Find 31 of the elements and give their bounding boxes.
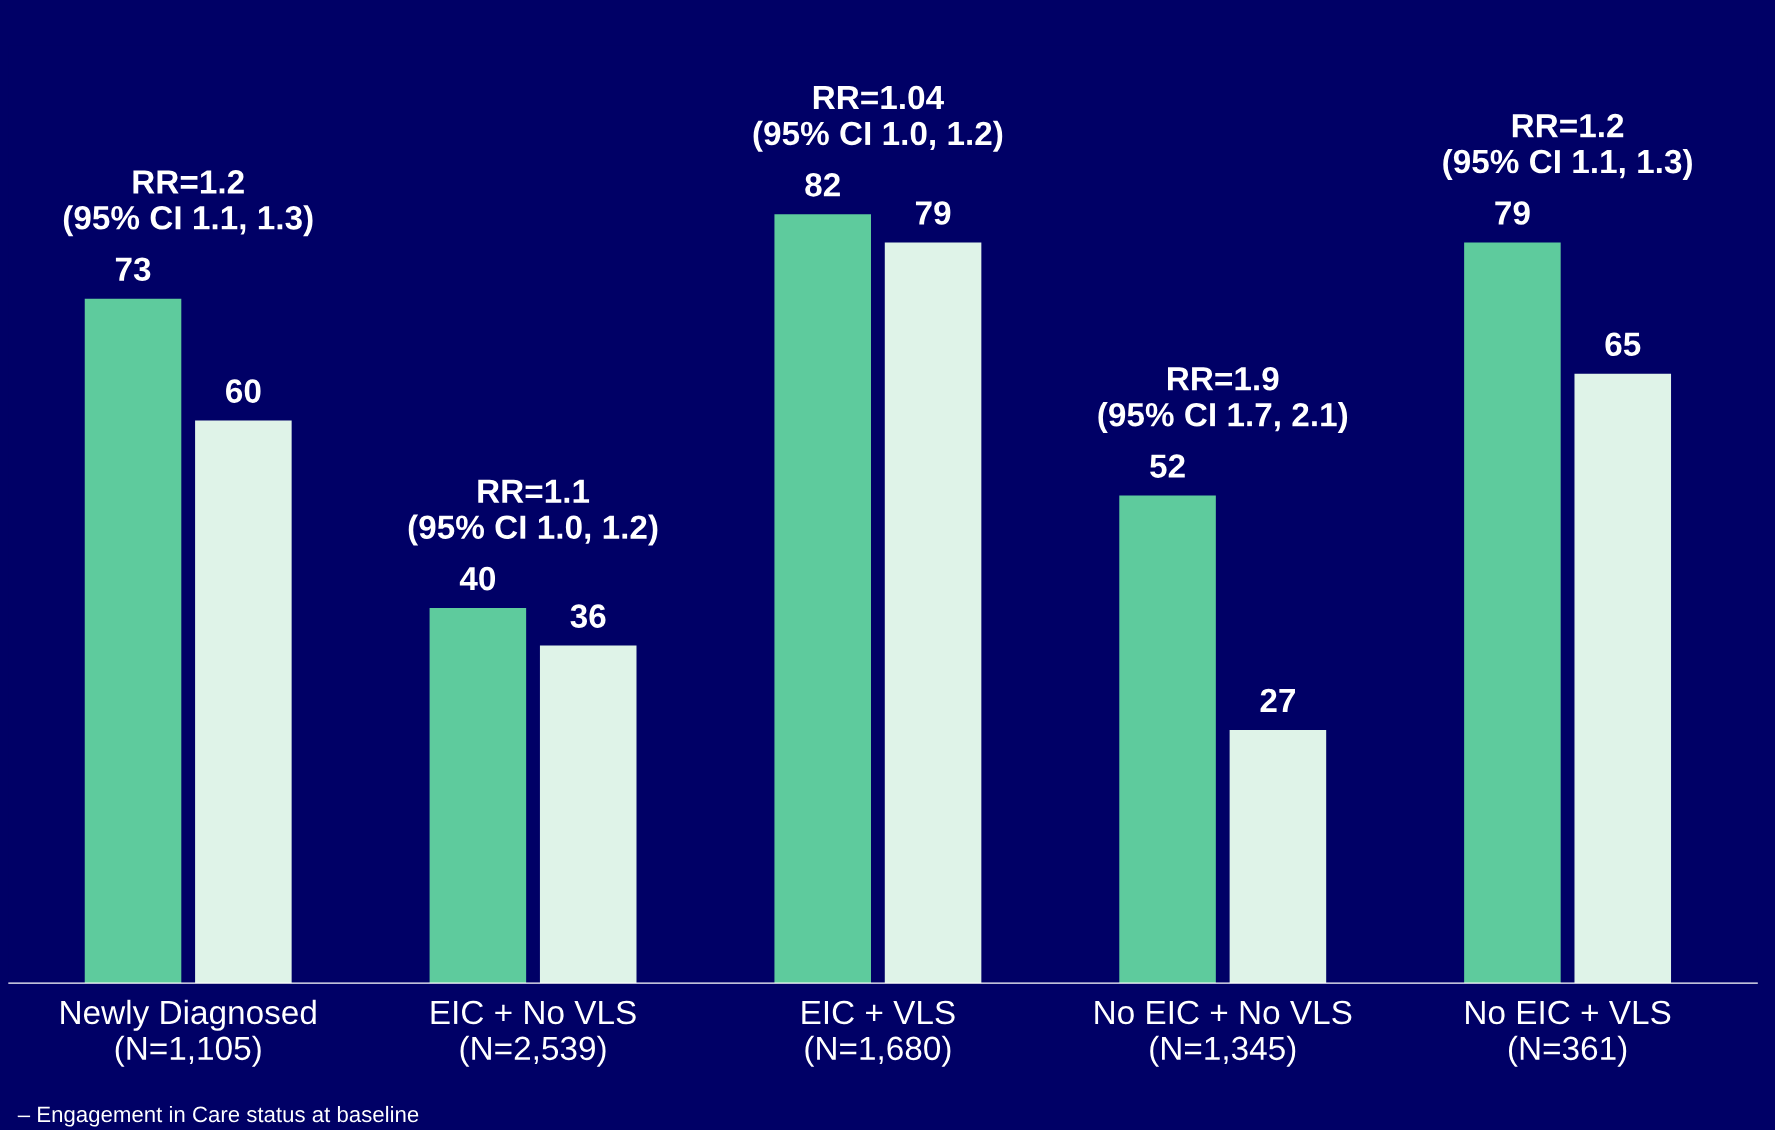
bar [774,214,871,984]
text: – Engagement in Care status at baseline [17,1105,419,1127]
data-label: 73 [115,257,151,282]
bar [539,645,637,984]
annotation: RR=1.9 (95% CI 1.7, 2.1) [1098,366,1348,434]
bar [429,608,527,984]
text: RR=1.2 (95% CI 1.1, 1.3) [1443,113,1692,180]
x-tick-label: Newly Diagnosed (N=1,105) [61,999,316,1067]
data-label: 82 [805,173,840,197]
annotation: RR=1.2 (95% CI 1.1, 1.3) [63,170,313,237]
bar [195,420,292,984]
data-label: 60 [226,379,261,403]
bar [884,242,982,984]
data-label: 79 [1495,201,1530,225]
bar [1464,242,1561,984]
data-label: 65 [1605,332,1641,357]
data-label: 52 [1150,454,1185,478]
bar [1574,373,1672,984]
data-label: 79 [915,201,951,225]
bar [1119,495,1216,984]
x-tick-label: No EIC + No VLS (N=1,345) [1095,1000,1352,1067]
bar [84,298,182,984]
annotation: RR=1.1 (95% CI 1.0, 1.2) [408,479,658,546]
x-tick-label: No EIC + VLS (N=361) [1466,1000,1671,1067]
data-label: 40 [459,566,496,591]
text: RR=1.04 (95% CI 1.0, 1.2) [753,85,1003,152]
data-label: 27 [1260,688,1295,712]
bar [1229,729,1327,984]
x-tick-label: EIC + VLS (N=1,680) [802,1000,955,1067]
x-tick-label: EIC + No VLS (N=2,539) [431,1000,636,1067]
data-label: 36 [570,604,606,628]
